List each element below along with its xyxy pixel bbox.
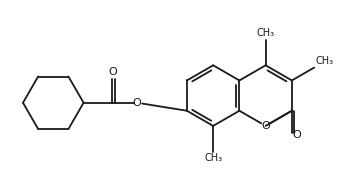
Text: CH₃: CH₃ (316, 56, 334, 66)
Text: O: O (261, 121, 270, 131)
Text: CH₃: CH₃ (204, 153, 222, 163)
Text: O: O (293, 130, 302, 140)
Text: O: O (108, 67, 117, 77)
Text: O: O (133, 98, 141, 108)
Text: CH₃: CH₃ (257, 28, 275, 38)
